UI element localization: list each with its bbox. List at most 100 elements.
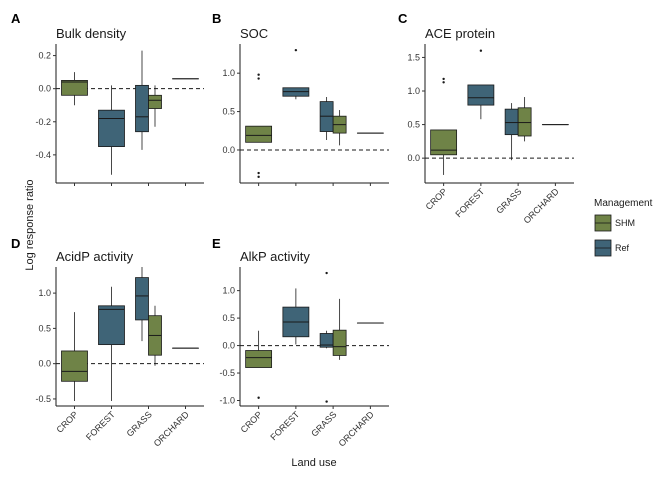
legend-label: SHM xyxy=(615,218,635,228)
box-forest-ref xyxy=(282,288,310,345)
panel-title: SOC xyxy=(240,26,268,41)
box-iqr xyxy=(467,84,495,106)
box-iqr xyxy=(61,350,88,382)
box-iqr xyxy=(61,80,88,96)
y-axis-title: Log response ratio xyxy=(24,179,36,270)
x-tick-label: ORCHARD xyxy=(152,409,192,449)
x-tick-label: ORCHARD xyxy=(522,186,562,226)
y-tick-label: 1.0 xyxy=(407,86,420,96)
panel-letter: C xyxy=(398,11,408,26)
y-tick-label: 0.5 xyxy=(407,120,420,130)
legend-title: Management xyxy=(594,198,653,209)
y-tick-label: 0.0 xyxy=(38,84,51,94)
legend-item-shm: SHM xyxy=(594,214,635,232)
box-grass-shm xyxy=(517,97,532,142)
box-iqr xyxy=(135,84,149,133)
y-tick-label: 1.5 xyxy=(407,52,420,62)
box-grass-ref xyxy=(319,96,334,140)
outlier-point xyxy=(442,77,445,81)
box-grass-ref xyxy=(135,267,149,342)
y-tick-label: -0.4 xyxy=(35,150,51,160)
y-tick-label: -0.5 xyxy=(35,394,51,404)
y-tick-label: 0.0 xyxy=(407,153,420,163)
box-forest-ref xyxy=(282,48,310,100)
outlier-point xyxy=(257,77,260,80)
box-grass-shm xyxy=(332,298,347,360)
legend-item-ref: Ref xyxy=(594,239,630,257)
y-tick-label: -0.2 xyxy=(35,117,51,127)
box-crop-shm xyxy=(61,72,88,106)
chart-panels: A Bulk density -0.4 -0.2 0.0 0.2 B SOC 0.0 0.5 1.0… xyxy=(11,11,574,449)
panel-c: C ACE protein 0.0 0.5 1.0 1.5 CROP FOREST GRASSO… xyxy=(398,11,574,226)
box-iqr xyxy=(430,129,458,156)
x-tick-label: CROP xyxy=(424,186,449,211)
x-tick-label: CROP xyxy=(54,409,79,434)
x-tick-label: GRASS xyxy=(125,409,154,438)
box-iqr xyxy=(504,108,519,136)
y-tick-label: 0.2 xyxy=(38,51,51,61)
y-tick-label: 0.0 xyxy=(38,359,51,369)
y-tick-label: 0.5 xyxy=(222,313,235,323)
y-tick-label: 0.0 xyxy=(222,145,235,155)
y-tick-label: 0.5 xyxy=(38,323,51,333)
box-forest-ref xyxy=(98,85,125,175)
x-tick-label: FOREST xyxy=(268,409,301,442)
outlier-point xyxy=(325,400,328,403)
box-grass-ref xyxy=(504,103,519,161)
panel-d: D AcidP activity -0.5 0.0 0.5 1.0 CROP FOREST GR… xyxy=(11,236,204,449)
panel-letter: A xyxy=(11,11,21,26)
outlier-point xyxy=(325,271,328,275)
outlier-point xyxy=(257,73,260,76)
outlier-point xyxy=(257,175,260,179)
box-crop-shm xyxy=(61,312,88,402)
box-crop-shm xyxy=(245,73,273,179)
legend-label: Ref xyxy=(615,243,630,253)
panel-title: ACE protein xyxy=(425,26,495,41)
box-grass-shm xyxy=(332,110,347,146)
box-iqr xyxy=(135,277,149,321)
box-iqr xyxy=(98,109,125,147)
panel-a: A Bulk density -0.4 -0.2 0.0 0.2 xyxy=(11,11,204,186)
panel-b: B SOC 0.0 0.5 1.0 xyxy=(212,11,389,186)
x-tick-label: CROP xyxy=(239,409,264,434)
x-tick-label: FOREST xyxy=(84,409,117,442)
y-tick-label: 0.0 xyxy=(222,341,235,351)
outlier-point xyxy=(294,48,298,52)
box-iqr xyxy=(148,94,162,109)
box-forest-ref xyxy=(98,286,125,402)
panel-letter: E xyxy=(212,236,221,251)
outlier-point xyxy=(257,396,260,399)
x-tick-label: GRASS xyxy=(494,186,523,215)
outlier-point xyxy=(257,171,260,175)
y-tick-label: -0.5 xyxy=(219,368,235,378)
box-iqr xyxy=(98,305,125,346)
box-grass-shm xyxy=(148,85,162,127)
panel-e: E AlkP activity -1.0 -0.5 0.0 0.5 1.0 CROP FORES… xyxy=(212,236,389,449)
panel-letter: D xyxy=(11,236,20,251)
box-iqr xyxy=(245,125,273,143)
outlier-point xyxy=(442,81,445,84)
box-crop-shm xyxy=(430,77,458,175)
panel-title: Bulk density xyxy=(56,26,127,41)
box-iqr xyxy=(245,350,273,368)
panel-title: AlkP activity xyxy=(240,249,310,264)
x-tick-label: FOREST xyxy=(453,186,486,219)
x-tick-label: ORCHARD xyxy=(337,409,377,449)
box-grass-ref xyxy=(319,271,334,403)
outlier-point xyxy=(479,49,483,52)
y-tick-label: 1.0 xyxy=(222,68,235,78)
y-tick-label: -1.0 xyxy=(219,396,235,406)
panel-title: AcidP activity xyxy=(56,249,134,264)
y-tick-label: 0.5 xyxy=(222,107,235,117)
box-crop-shm xyxy=(245,330,273,399)
x-axis-title: Land use xyxy=(291,457,336,469)
legend-items: SHM Ref xyxy=(594,214,635,257)
y-tick-label: 1.0 xyxy=(38,288,51,298)
x-tick-label: GRASS xyxy=(309,409,338,438)
y-tick-label: 1.0 xyxy=(222,286,235,296)
box-grass-shm xyxy=(148,305,162,366)
box-grass-ref xyxy=(135,50,149,150)
box-forest-ref xyxy=(467,49,495,120)
legend: Management SHM Ref xyxy=(594,198,653,257)
